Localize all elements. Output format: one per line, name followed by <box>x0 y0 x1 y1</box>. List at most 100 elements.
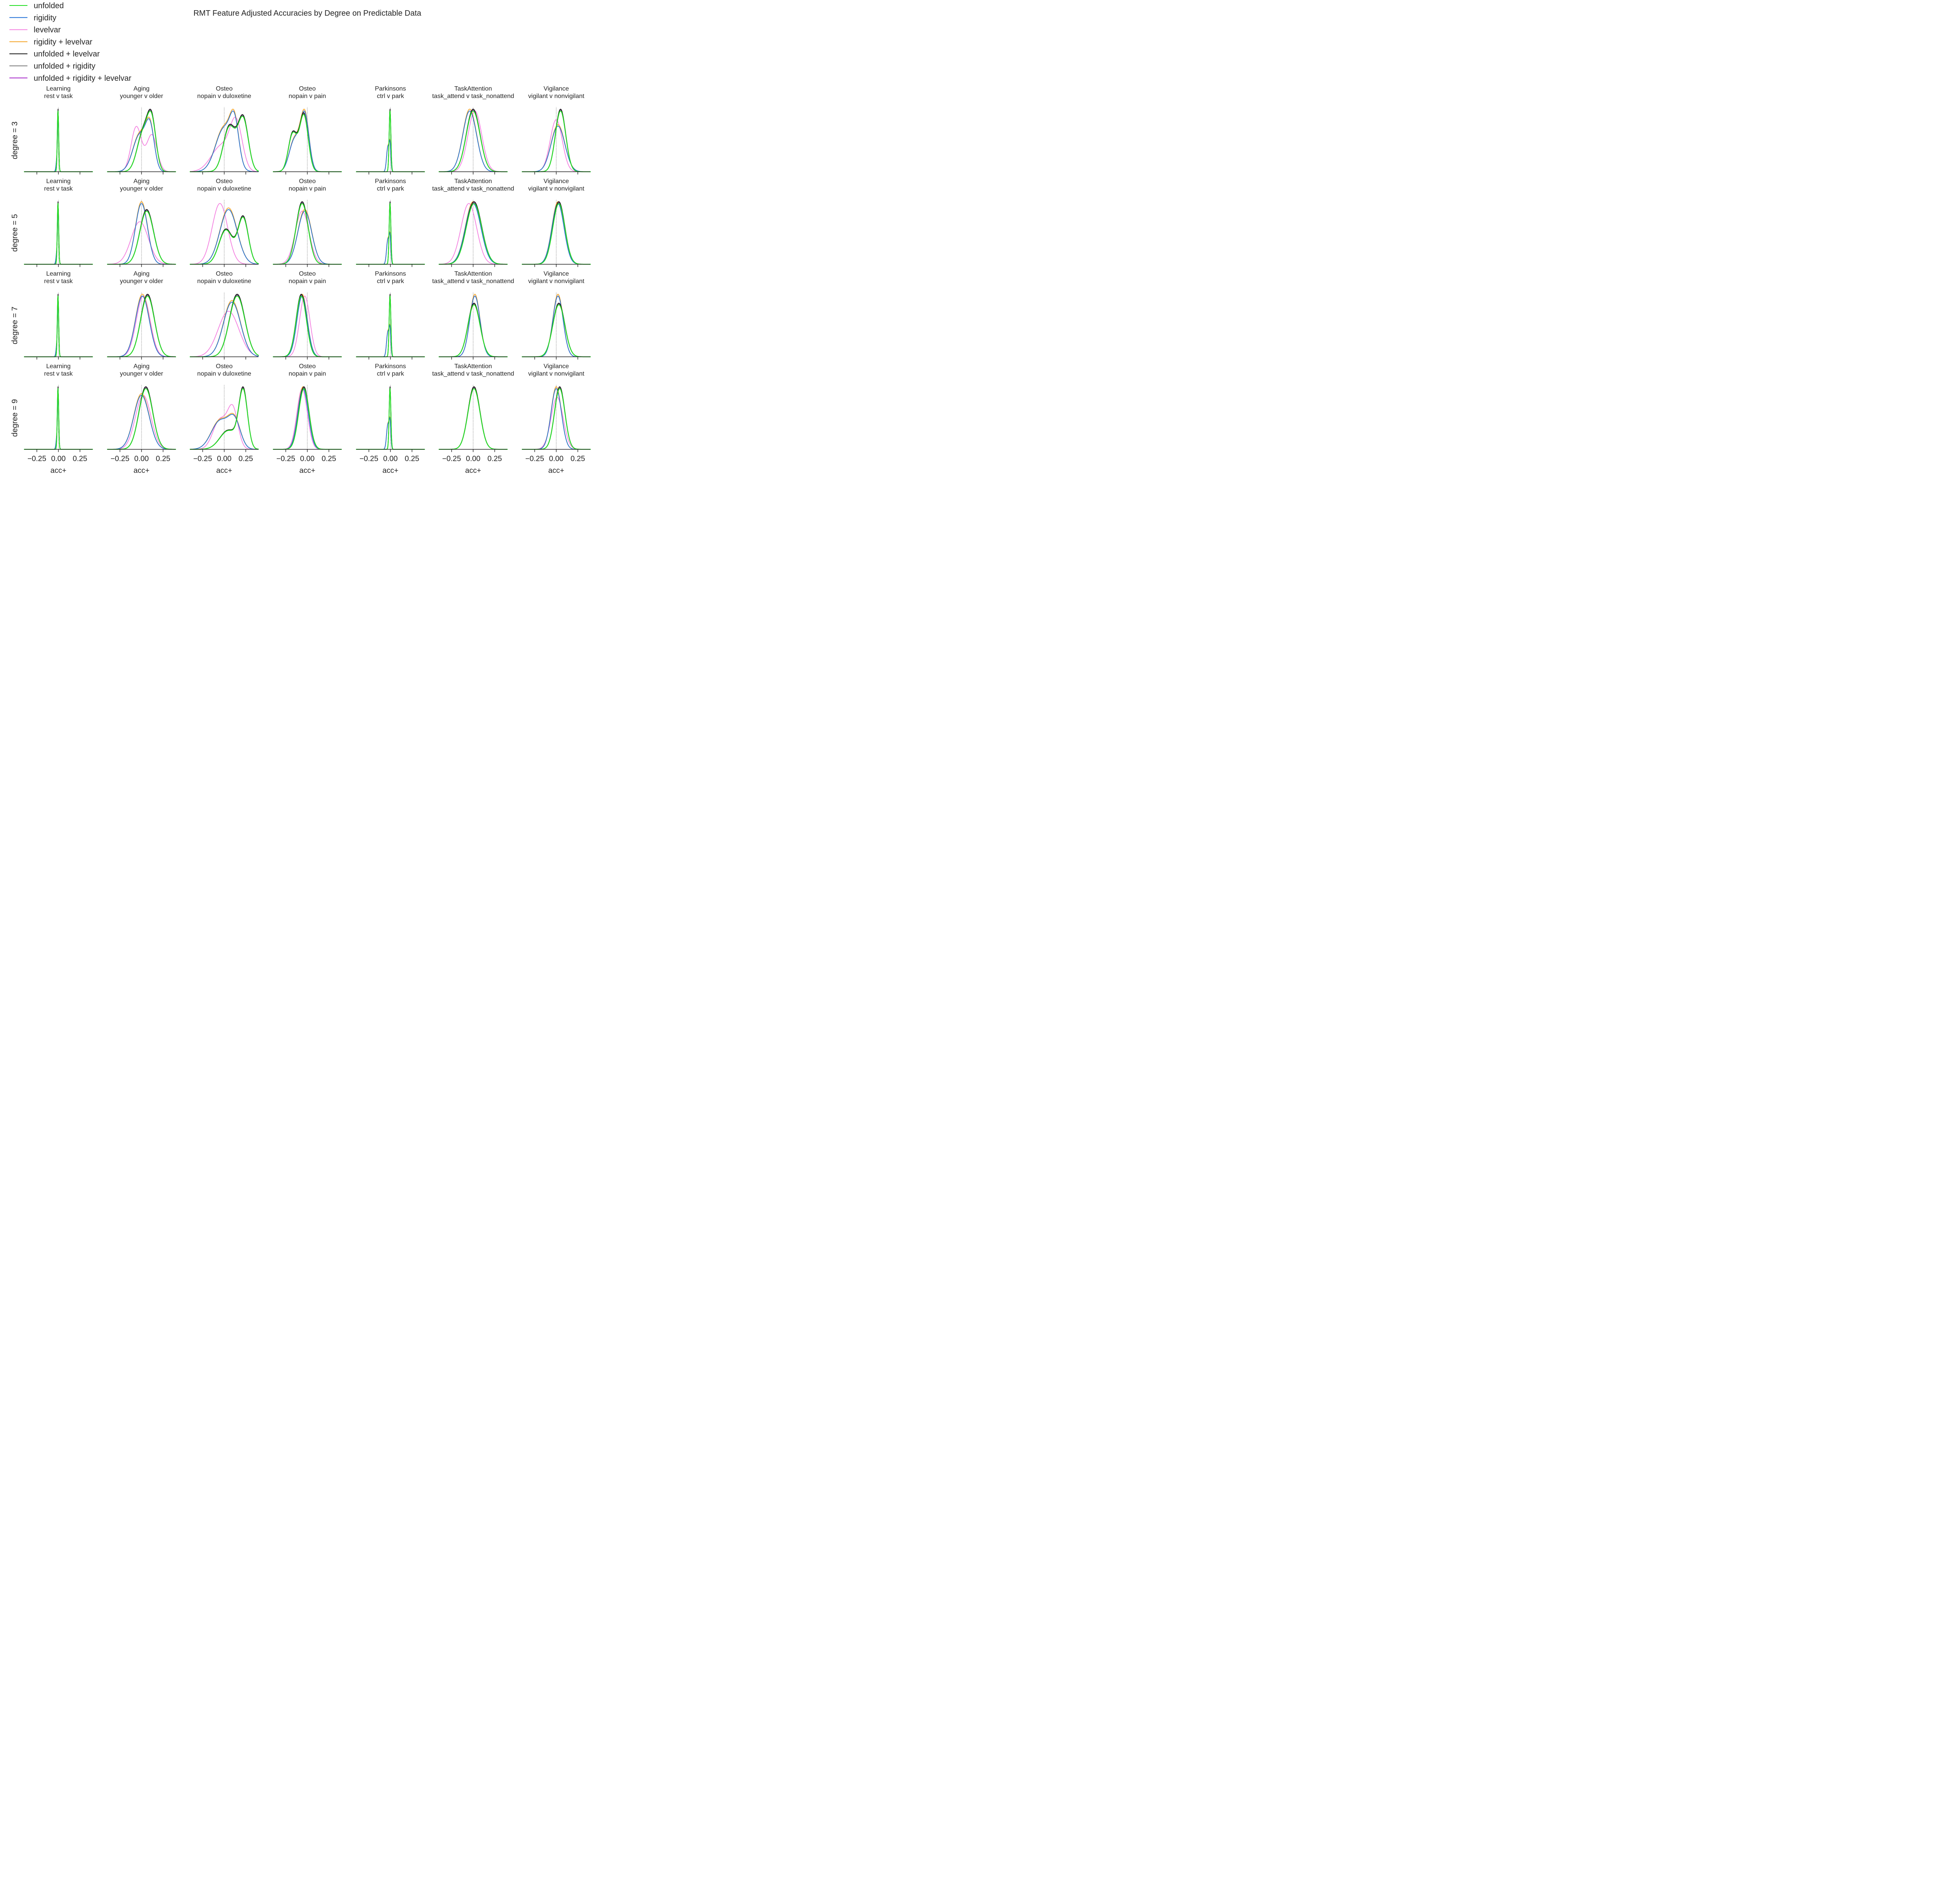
panel-title-dataset: Osteo <box>216 271 233 277</box>
panel-title-comparison: ctrl v park <box>377 278 404 285</box>
density-curve-unfolded-levelvar <box>522 109 591 172</box>
x-tick-label: −0.25 <box>525 455 544 463</box>
x-tick-label: −0.25 <box>276 455 295 463</box>
panel-title-dataset: Aging <box>134 271 150 277</box>
density-grid-chart: RMT Feature Adjusted Accuracies by Degre… <box>9 2 591 475</box>
density-curve-rigidity <box>356 140 425 172</box>
panel-title-dataset: Osteo <box>299 178 316 185</box>
density-curve-rigidity <box>107 395 176 450</box>
density-curve-rigidity-levelvar <box>522 201 591 265</box>
x-tick-label: −0.25 <box>193 455 212 463</box>
legend-label: unfolded + rigidity + levelvar <box>34 74 131 83</box>
panel-title-dataset: Parkinsons <box>375 271 406 277</box>
density-curve-rigidity-levelvar <box>439 386 508 450</box>
x-tick-label: −0.25 <box>359 455 378 463</box>
x-tick-label: 0.00 <box>300 455 315 463</box>
panel-title-comparison: vigilant v nonvigilant <box>528 371 584 377</box>
x-tick-label: 0.25 <box>239 455 253 463</box>
density-curve-unfolded-levelvar <box>273 201 342 265</box>
panel-title-dataset: Osteo <box>216 363 233 370</box>
x-tick-label: 0.00 <box>466 455 481 463</box>
x-tick-label: −0.25 <box>27 455 46 463</box>
chart-title: RMT Feature Adjusted Accuracies by Degre… <box>193 9 421 18</box>
density-curve-unfolded <box>24 388 93 450</box>
density-curve-rigidity-levelvar <box>273 209 342 265</box>
x-axis-label: acc+ <box>299 467 316 475</box>
density-curve-levelvar <box>190 311 259 357</box>
panel-title-dataset: TaskAttention <box>454 363 492 370</box>
panel-title-comparison: ctrl v park <box>377 185 404 192</box>
panel-title-comparison: nopain v pain <box>289 185 326 192</box>
legend-label: unfolded <box>34 2 64 10</box>
panel-title-comparison: nopain v pain <box>289 278 326 285</box>
panel-title-dataset: Aging <box>134 85 150 92</box>
x-axis-label: acc+ <box>548 467 564 475</box>
x-tick-label: 0.25 <box>488 455 502 463</box>
density-curve-rigidity-levelvar <box>273 109 342 172</box>
panel-title-dataset: Vigilance <box>544 178 569 185</box>
density-curve-rigidity <box>190 414 259 450</box>
legend-label: rigidity + levelvar <box>34 38 93 46</box>
panel-title-dataset: Parkinsons <box>375 85 406 92</box>
density-curve-rigidity-levelvar <box>107 201 176 265</box>
density-curve-levelvar <box>107 395 176 450</box>
panel-title-comparison: task_attend v task_nonattend <box>432 278 514 285</box>
panel-title-dataset: Learning <box>46 85 71 92</box>
panel-title-comparison: rest v task <box>44 371 73 377</box>
x-tick-label: 0.25 <box>571 455 585 463</box>
row-label: degree = 7 <box>11 307 19 344</box>
panel-title-dataset: TaskAttention <box>454 85 492 92</box>
x-tick-label: 0.25 <box>156 455 171 463</box>
row-label: degree = 3 <box>11 122 19 159</box>
panel-title-dataset: TaskAttention <box>454 178 492 185</box>
panel-title-comparison: task_attend v task_nonattend <box>432 185 514 192</box>
density-curve-unfolded <box>438 203 508 265</box>
x-tick-label: 0.25 <box>73 455 87 463</box>
figure: RMT Feature Adjusted Accuracies by Degre… <box>0 0 606 485</box>
panel-title-dataset: Parkinsons <box>375 178 406 185</box>
density-curve-rigidity-levelvar <box>273 386 342 450</box>
density-curve-unfolded <box>24 203 93 265</box>
panel-title-comparison: younger v older <box>120 93 163 100</box>
x-tick-label: −0.25 <box>111 455 129 463</box>
row-label: degree = 5 <box>11 214 19 252</box>
density-curve-rigidity <box>356 417 425 450</box>
density-curve-rigidity-levelvar <box>522 386 591 450</box>
density-curve-unfolded-levelvar <box>107 209 176 265</box>
x-axis-label: acc+ <box>216 467 232 475</box>
panel-title-dataset: Osteo <box>299 271 316 277</box>
panel-title-comparison: ctrl v park <box>377 93 404 100</box>
panel-title-dataset: TaskAttention <box>454 271 492 277</box>
panel-title-dataset: Parkinsons <box>375 363 406 370</box>
panel-title-dataset: Osteo <box>216 178 233 185</box>
density-curve-rigidity-levelvar <box>522 294 591 357</box>
density-curve-unfolded-levelvar <box>522 201 591 265</box>
density-curve-unfolded-levelvar <box>522 386 591 450</box>
panel-title-comparison: rest v task <box>44 185 73 192</box>
panel-title-dataset: Vigilance <box>544 363 569 370</box>
x-tick-label: 0.25 <box>405 455 419 463</box>
density-curve-unfolded-levelvar <box>273 386 342 450</box>
panel-title-dataset: Vigilance <box>544 271 569 277</box>
x-axis-label: acc+ <box>465 467 481 475</box>
panel-title-dataset: Vigilance <box>544 85 569 92</box>
panel-title-comparison: task_attend v task_nonattend <box>432 371 514 377</box>
panel-title-dataset: Osteo <box>299 363 316 370</box>
panel-title-comparison: vigilant v nonvigilant <box>528 93 584 100</box>
panel-title-comparison: nopain v duloxetine <box>197 278 251 285</box>
density-curve-unfolded <box>272 296 342 358</box>
x-tick-label: 0.25 <box>322 455 336 463</box>
legend-label: unfolded + rigidity <box>34 62 95 71</box>
legend-label: rigidity <box>34 14 56 22</box>
density-curve-rigidity <box>190 111 259 172</box>
density-curve-rigidity <box>356 232 425 265</box>
density-curve-unfolded <box>24 110 93 173</box>
panel-title-comparison: nopain v pain <box>289 93 326 100</box>
panel-title-dataset: Osteo <box>216 85 233 92</box>
panel-title-comparison: nopain v duloxetine <box>197 185 251 192</box>
x-tick-label: 0.00 <box>549 455 564 463</box>
x-tick-label: 0.00 <box>383 455 398 463</box>
x-axis-label: acc+ <box>134 467 150 475</box>
legend-label: levelvar <box>34 26 61 35</box>
panel-title-dataset: Learning <box>46 178 71 185</box>
